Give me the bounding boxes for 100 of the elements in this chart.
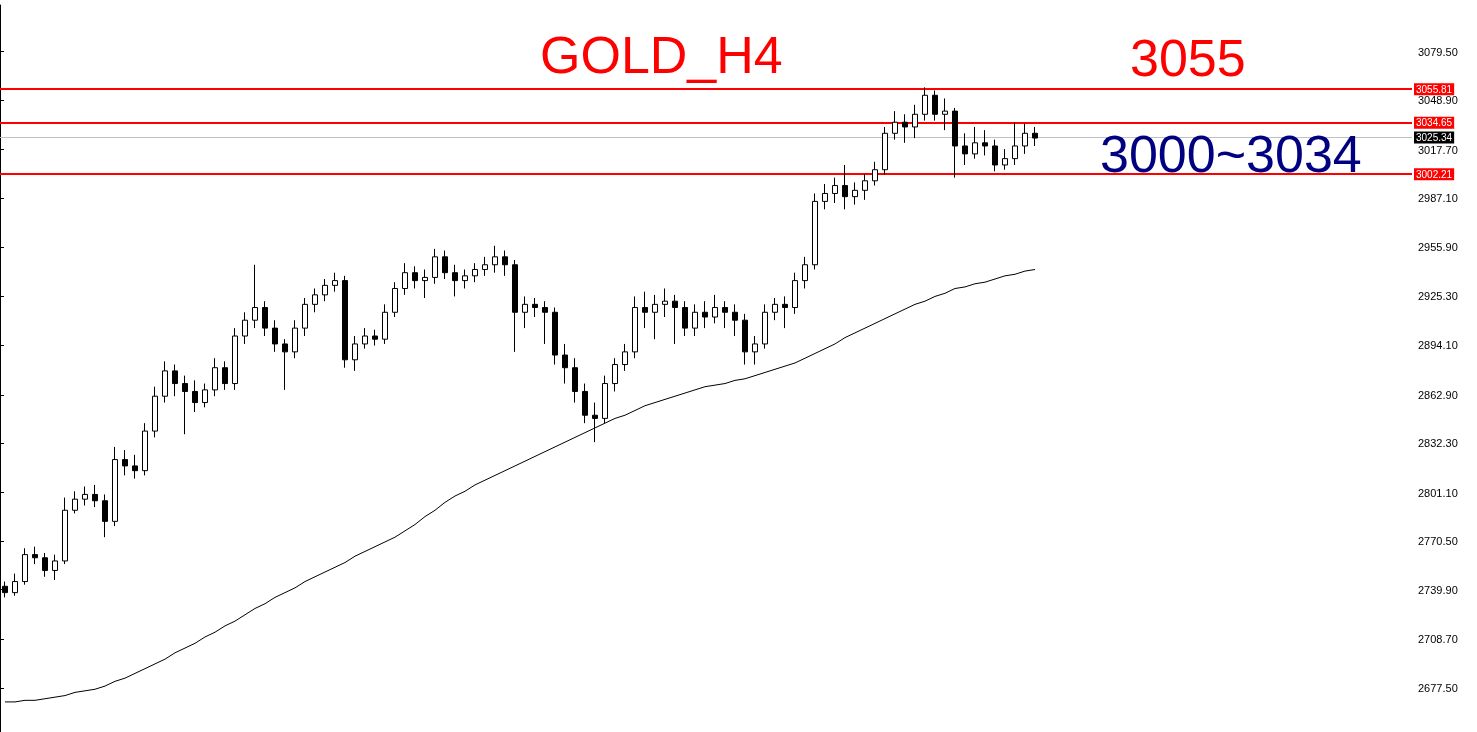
candlestick xyxy=(232,327,238,391)
candlestick xyxy=(42,552,48,578)
y-tick-label: 2955.90 xyxy=(1418,241,1458,254)
candlestick xyxy=(462,269,468,290)
candlestick xyxy=(572,357,578,404)
candlestick xyxy=(682,300,688,337)
candlestick xyxy=(982,129,988,156)
candlestick xyxy=(662,288,668,318)
ref-line-label: 3002.21 xyxy=(1416,168,1453,180)
candlestick xyxy=(772,297,778,321)
candlestick xyxy=(202,383,208,408)
y-tick-label: 2987.10 xyxy=(1418,192,1458,205)
y-tick-label: 2677.50 xyxy=(1418,682,1458,695)
candlestick xyxy=(442,250,448,280)
candlestick xyxy=(332,272,338,293)
y-tick-label: 2801.10 xyxy=(1418,486,1458,499)
candlestick xyxy=(552,307,558,366)
candlestick xyxy=(192,379,198,413)
candlestick xyxy=(652,294,658,340)
y-tick-label: 2894.10 xyxy=(1418,339,1458,352)
candlestick xyxy=(92,484,98,508)
y-tick-label: 2739.90 xyxy=(1418,583,1458,596)
candlestick xyxy=(822,183,828,210)
candlestick xyxy=(422,269,428,299)
candlestick xyxy=(642,291,648,329)
candlestick xyxy=(132,454,138,480)
candlestick xyxy=(542,300,548,345)
candlestick xyxy=(582,383,588,424)
candlestick xyxy=(52,554,58,581)
candlestick xyxy=(1032,126,1038,147)
candlestick xyxy=(722,300,728,329)
candlestick xyxy=(612,357,618,392)
candlestick xyxy=(512,259,518,353)
candlestick xyxy=(812,192,818,271)
candlestick xyxy=(172,364,178,397)
candlestick xyxy=(312,288,318,313)
candlestick xyxy=(762,303,768,350)
ref-line-label: 3034.65 xyxy=(1416,117,1453,129)
candlestick xyxy=(832,177,838,204)
candlestick xyxy=(942,97,948,131)
candlestick xyxy=(592,402,598,443)
candlestick xyxy=(952,107,958,179)
y-tick-label: 2708.70 xyxy=(1418,633,1458,646)
candlestick xyxy=(532,297,538,318)
candlestick xyxy=(692,303,698,337)
candlestick xyxy=(882,126,888,175)
line-series xyxy=(4,269,1036,703)
candlestick xyxy=(152,386,158,438)
candlestick xyxy=(892,110,898,141)
candlestick xyxy=(212,357,218,397)
candlestick xyxy=(22,547,28,586)
candlestick xyxy=(362,327,368,350)
candlestick xyxy=(972,126,978,160)
candlestick xyxy=(292,319,298,359)
candlestick xyxy=(1002,148,1008,171)
candlestick xyxy=(162,360,168,404)
ref-line-label: 3025.34 xyxy=(1416,132,1453,144)
candlestick xyxy=(482,256,488,277)
candlestick xyxy=(182,375,188,435)
candlestick xyxy=(562,343,568,385)
candlestick xyxy=(852,181,858,206)
candlestick xyxy=(902,113,908,144)
candlestick xyxy=(402,262,408,296)
candlestick xyxy=(12,573,18,597)
y-tick-label: 2925.30 xyxy=(1418,289,1458,302)
candlestick xyxy=(432,248,438,285)
candlestick xyxy=(72,490,78,514)
candlestick xyxy=(932,90,938,122)
candlestick xyxy=(602,375,608,424)
y-tick-label: 2770.50 xyxy=(1418,535,1458,548)
candlestick xyxy=(712,294,718,324)
candlestick xyxy=(112,446,118,527)
chart-title: GOLD_H4 xyxy=(540,26,783,84)
y-tick-label: 2862.90 xyxy=(1418,388,1458,401)
candlestick xyxy=(122,449,128,476)
candlestick xyxy=(472,262,478,283)
candlestick xyxy=(1012,121,1018,166)
candlestick xyxy=(622,343,628,372)
candlestick xyxy=(392,281,398,318)
candlestick xyxy=(992,139,998,172)
candlestick xyxy=(342,275,348,369)
y-tick-label: 3048.90 xyxy=(1418,94,1458,107)
candlestick xyxy=(802,256,808,290)
candlestick xyxy=(262,300,268,337)
candlestick xyxy=(372,329,378,347)
candlestick xyxy=(872,161,878,187)
candlestick xyxy=(142,422,148,476)
candlestick xyxy=(102,493,108,538)
candlestick xyxy=(522,295,528,329)
text: 3000~3034 xyxy=(1100,125,1362,183)
candlestick xyxy=(862,173,868,201)
candlestick xyxy=(732,303,738,337)
candlestick xyxy=(702,300,708,329)
candlestick xyxy=(382,303,388,345)
candlestick xyxy=(222,360,228,391)
candlestick xyxy=(352,335,358,372)
y-tick-label: 3017.70 xyxy=(1418,143,1458,156)
candlestick xyxy=(282,338,288,391)
y-tick-label: 3079.50 xyxy=(1418,45,1458,58)
candlestick xyxy=(912,104,918,139)
